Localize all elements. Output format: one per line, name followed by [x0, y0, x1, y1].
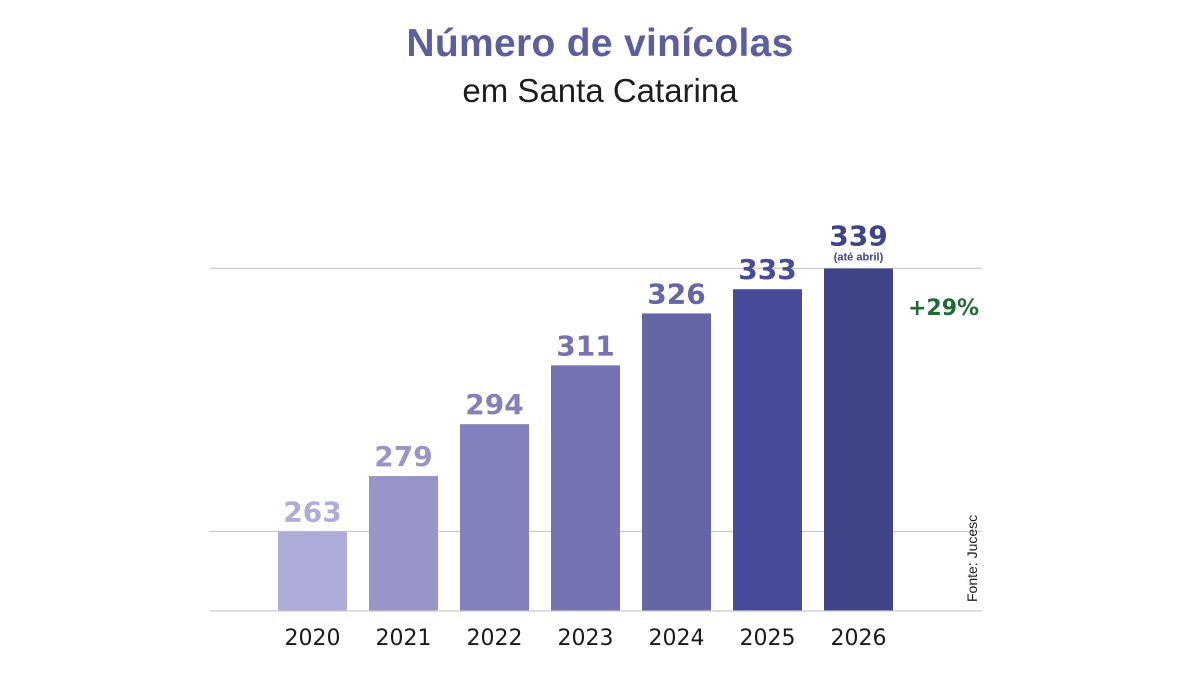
source-note: Fonte: Jucesc	[964, 515, 980, 602]
value-label-2025: 333	[738, 253, 796, 286]
x-tick-2024: 2024	[649, 626, 705, 651]
x-tick-2025: 2025	[740, 626, 796, 651]
bar-2022	[460, 424, 529, 611]
x-tick-2021: 2021	[376, 626, 432, 651]
x-tick-2022: 2022	[467, 626, 523, 651]
value-label-2020: 263	[283, 495, 341, 528]
value-labels: 263 279 294 311 326 333 339	[283, 219, 887, 528]
bar-2025	[733, 289, 802, 611]
value-label-2026: 339	[829, 219, 887, 252]
value-label-2024: 326	[647, 277, 705, 310]
chart-title: Número de vinícolas	[406, 22, 794, 65]
bars	[278, 268, 893, 611]
value-label-2021: 279	[374, 440, 432, 473]
bar-2021	[369, 476, 438, 611]
value-label-2023: 311	[556, 329, 614, 362]
value-label-2022: 294	[465, 388, 523, 421]
bar-2023	[551, 365, 620, 611]
bar-2020	[278, 531, 347, 611]
growth-annotation: +29%	[908, 296, 979, 321]
x-tick-2023: 2023	[558, 626, 614, 651]
last-bar-note: (até abril)	[834, 251, 884, 263]
chart-subtitle: em Santa Catarina	[462, 72, 738, 109]
bar-2024	[642, 313, 711, 611]
x-tick-2026: 2026	[831, 626, 887, 651]
x-tick-2020: 2020	[285, 626, 341, 651]
x-axis-ticks: 2020 2021 2022 2023 2024 2025 2026	[285, 626, 887, 651]
bar-2026	[824, 268, 893, 611]
